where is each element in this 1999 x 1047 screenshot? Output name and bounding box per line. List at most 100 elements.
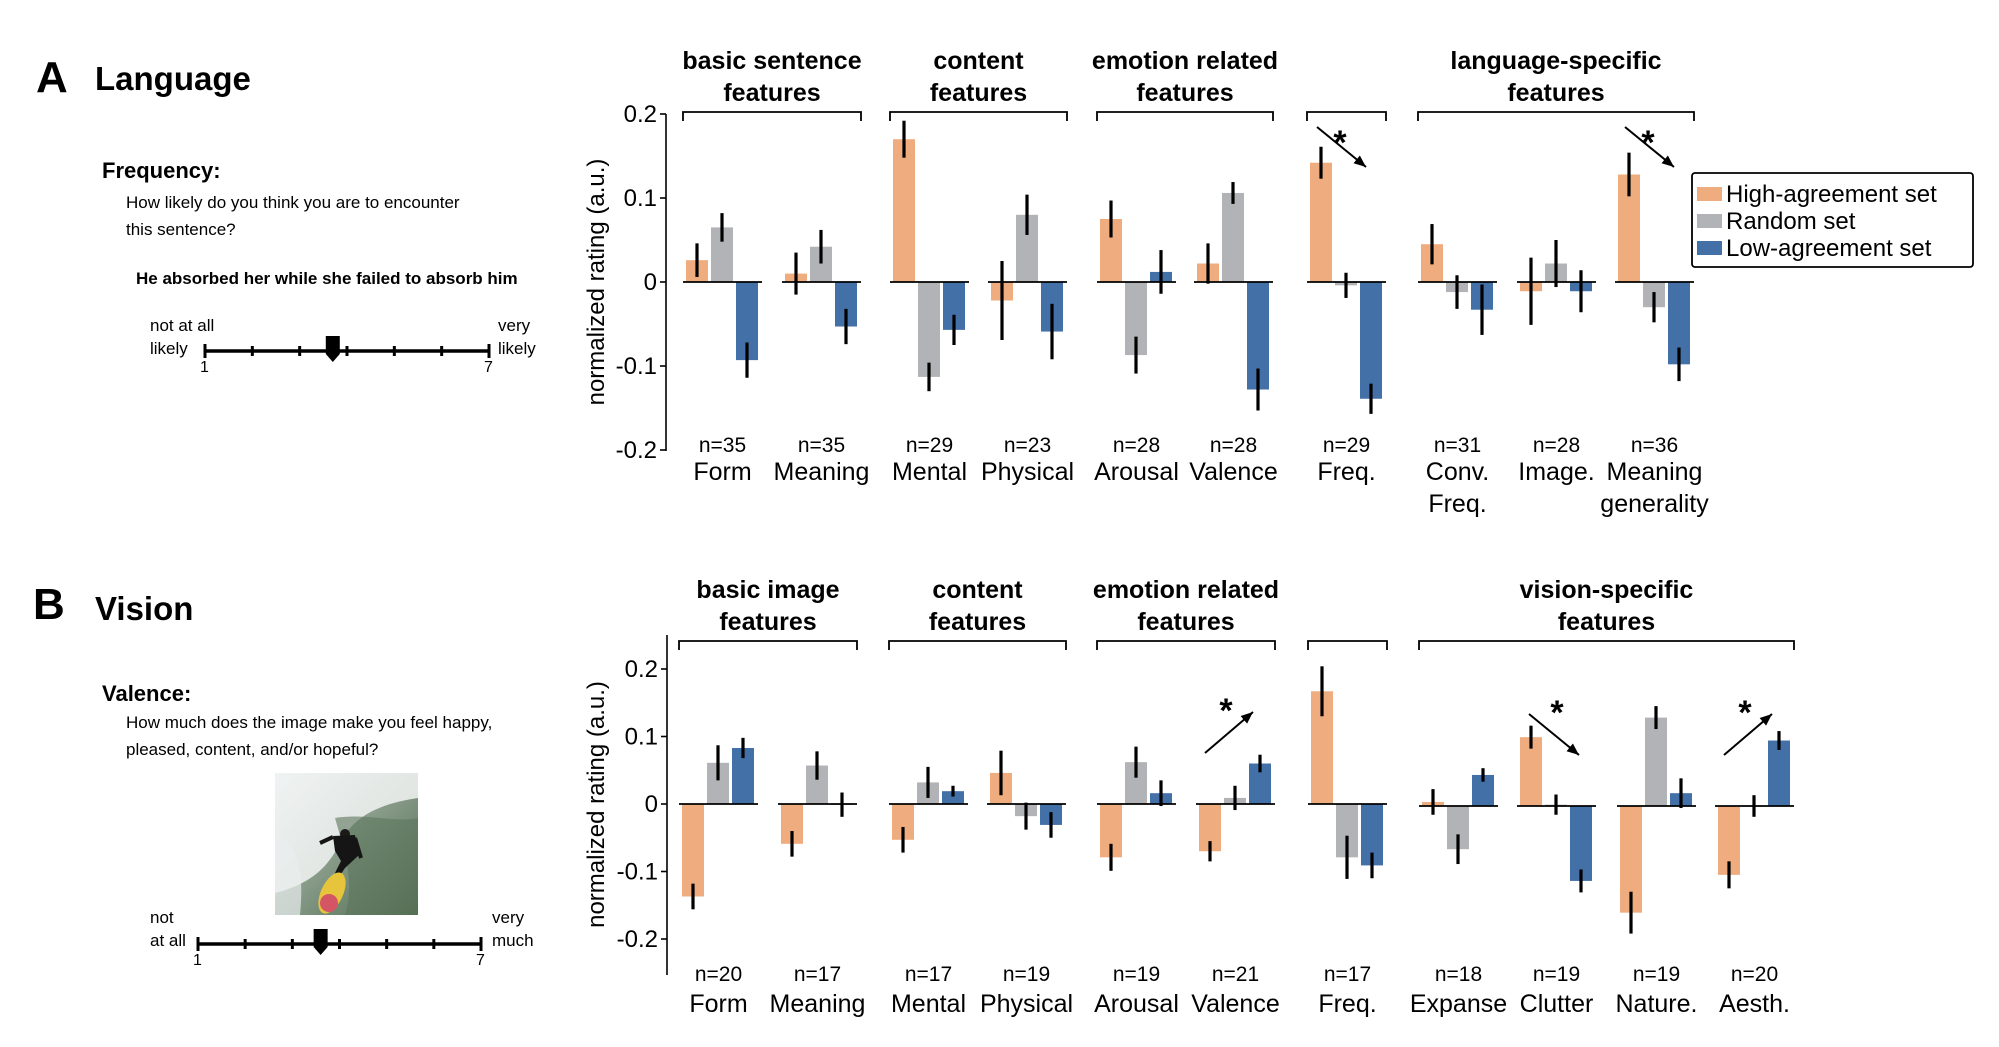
bar-high-agreement-set [893,139,915,282]
question-line: pleased, content, and/or hopeful? [126,740,379,759]
significance-star: * [1641,124,1655,162]
x-tick-label: Valence [1191,990,1280,1018]
group-title: basic image [696,576,839,604]
group-title: features [929,608,1026,636]
category-arousal: n=19 Arousal [1094,746,1179,1018]
bar-low-agreement-set [1360,282,1382,399]
x-tick-label: Form [689,990,747,1018]
bar-random-set [1125,762,1147,804]
surfer-photo-graphic [275,773,418,915]
legend-swatch [1697,187,1722,201]
group-title: features [723,79,820,107]
n-label: n=21 [1212,963,1259,986]
bracket-line [1418,640,1795,650]
scale-right-line: likely [498,339,536,358]
bracket-line [682,111,862,121]
bar-low-agreement-set [1247,282,1269,390]
arrow-head-icon [1566,743,1579,755]
surfer-photo [275,773,418,915]
bar-random-set [1222,192,1244,282]
scale-right-line: much [492,931,534,950]
x-tick-label: generality [1600,490,1709,518]
category-expanse: n=18 Expanse [1410,768,1507,1018]
bar-random-set [1016,214,1038,282]
bar-low-agreement-set [1570,806,1592,881]
bracket-line [1417,111,1695,121]
category-aesth: n=20 Aesth. [1715,731,1794,1018]
panel-b-scale-left-label: not at all [150,906,186,952]
rating-scale-a [203,336,491,362]
group-title: features [719,608,816,636]
legend-label: Low-agreement set [1726,235,1932,262]
x-tick-label: Meaning [1607,458,1703,486]
panel-a-stimulus-sentence: He absorbed her while she failed to abso… [136,269,518,288]
category-nature: n=19 Nature. [1616,706,1697,1018]
bracket-line [888,640,1067,650]
significance-annotation: * [1316,124,1367,168]
panel-a-question-title: Frequency: [102,158,221,183]
bracket-line [1307,640,1388,650]
n-label: n=36 [1631,434,1678,457]
bar-random-set [1125,282,1147,356]
panel-b-scale-right-label: very much [492,906,534,952]
group-title: content [932,576,1023,604]
n-label: n=31 [1434,434,1481,457]
n-label: n=29 [906,434,953,457]
bar-low-agreement-set [1361,804,1383,866]
x-tick-label: Form [693,458,751,486]
category-form: n=20 Form [679,737,758,1018]
n-label: n=19 [1533,963,1580,986]
group-title: emotion related [1092,47,1278,75]
group-bracket: language-specific features [1417,47,1695,121]
bar-low-agreement-set [1472,774,1494,806]
group-title: basic sentence [682,47,861,75]
panel-b-question-text: How much does the image make you feel ha… [126,709,492,763]
bracket-line [1096,111,1274,121]
scale-left-line: not [150,908,174,927]
scale-right-line: very [498,316,531,335]
x-tick-label: Physical [980,990,1073,1018]
bar-random-set [810,246,832,282]
x-tick-label: Freq. [1317,458,1375,486]
n-label: n=23 [1004,434,1051,457]
arrow-head-icon [1353,155,1366,167]
y-axis-label: normalized rating (a.u.) [583,159,610,406]
x-tick-label: Clutter [1520,990,1594,1018]
n-label: n=17 [794,963,841,986]
x-tick-label: Arousal [1094,990,1179,1018]
bar-chart-panel-a: 0.2 0.1 0 -0.1 -0.2 normalized rating (a.u.) b… [583,47,1974,518]
group-title: features [1137,608,1234,636]
x-tick-label: Valence [1189,458,1278,486]
scale-left-line: not at all [150,316,215,335]
panel-b-title: Vision [95,590,194,627]
bar-random-set [918,282,940,377]
y-tick-label: 0.2 [625,656,658,683]
scale-marker-icon [325,336,340,362]
group-title: features [1558,608,1655,636]
panel-b-letter: B [33,580,65,629]
bracket-line [678,640,858,650]
significance-annotation: * [1624,124,1675,168]
bar-chart-panel-b: 0.2 0.1 0 -0.1 -0.2 normalized rating (a.u.) b… [583,576,1795,1018]
scale-marker-icon [313,929,328,955]
bar-high-agreement-set [1100,804,1122,858]
group-bracket: vision-specific features [1418,576,1795,650]
group-bracket: content features [889,47,1068,121]
group-title: emotion related [1093,576,1279,604]
arrow-head-icon [1240,712,1253,724]
x-tick-label: Meaning [770,990,866,1018]
bar-high-agreement-set [1520,737,1542,806]
question-line: this sentence? [126,220,236,239]
category-freq: n=17 Freq. [1308,666,1387,1018]
legend-box [1691,172,1974,268]
panel-a-title: Language [95,60,251,97]
legend-swatch [1697,214,1722,228]
y-axis-label: normalized rating (a.u.) [583,681,610,928]
bracket-line [889,111,1068,121]
group-title: features [1507,79,1604,107]
x-tick-label: Physical [981,458,1074,486]
category-meaning: n=17 Meaning [770,751,866,1018]
